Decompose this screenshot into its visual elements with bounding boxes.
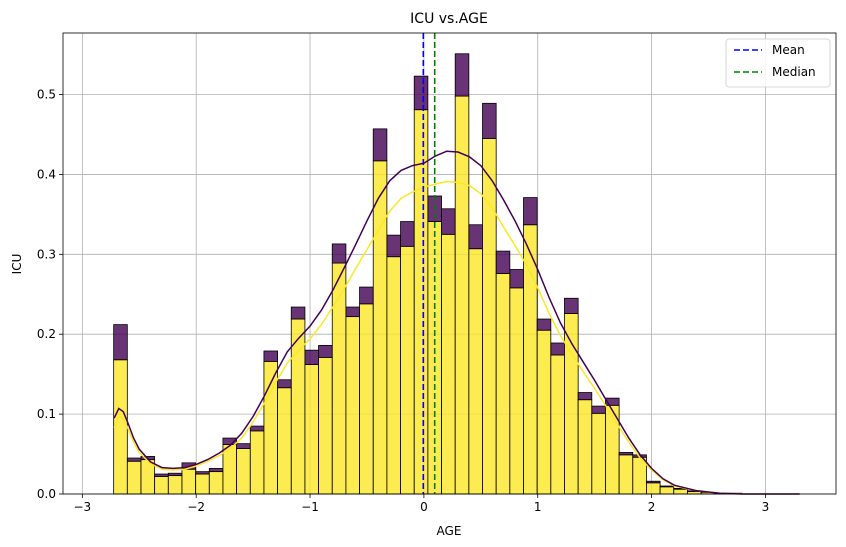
x-tick-label: 2 [648, 500, 656, 514]
y-tick-label: 0.2 [37, 327, 56, 341]
histogram-bar-bottom [386, 256, 401, 495]
histogram-bar-top [113, 324, 128, 361]
y-tick-label: 0.5 [37, 88, 56, 102]
histogram-bar-bottom [673, 488, 688, 495]
histogram-bar-bottom [564, 313, 579, 495]
histogram-bar-bottom [236, 448, 251, 495]
histogram-bar-bottom [113, 359, 128, 495]
x-tick-label: −1 [301, 500, 319, 514]
histogram-bar-top [468, 224, 483, 250]
histogram-bar-top [304, 349, 319, 365]
chart-title: ICU vs.AGE [410, 11, 488, 27]
histogram-bar-top [441, 208, 456, 235]
histogram-bar-top [577, 392, 593, 401]
histogram-bar-top [509, 269, 524, 289]
histogram-bar-bottom [195, 473, 210, 495]
histogram-bar-top [318, 344, 333, 358]
median-legend-label: Median [772, 65, 816, 79]
x-tick-label: 3 [762, 500, 770, 514]
histogram-bar-top [236, 443, 251, 449]
y-tick-label: 0.3 [37, 247, 56, 261]
histogram-bar-top [413, 75, 429, 111]
histogram-bar-bottom [646, 482, 661, 495]
histogram-bar-top [482, 102, 497, 139]
histogram-bar-top [195, 471, 210, 475]
y-tick-label: 0.4 [37, 167, 56, 181]
histogram-bar-bottom [618, 454, 634, 495]
legend: Mean Median [725, 38, 831, 88]
histogram-bar-bottom [468, 248, 483, 495]
histogram-bar-bottom [359, 303, 374, 495]
y-tick-label: 0.0 [37, 487, 56, 501]
histogram-bar-bottom [345, 316, 360, 495]
histogram-bar-top [646, 480, 661, 484]
x-tick-label: 1 [534, 500, 542, 514]
histogram-bars [113, 53, 743, 495]
histogram-bar-bottom [154, 476, 169, 495]
histogram-bar-top [263, 350, 278, 362]
histogram-bar-bottom [509, 287, 524, 495]
histogram-bar-bottom [400, 245, 415, 495]
histogram-bar-bottom [536, 329, 552, 495]
histogram-bar-top [659, 485, 675, 488]
histogram-bar-top [345, 306, 360, 318]
histogram-bar-top [277, 379, 292, 389]
axes: −3 −2 −1 0 1 2 3 0.0 0.1 0.2 0.3 0.4 0.5 [37, 32, 837, 514]
histogram-bar-top [359, 286, 374, 305]
histogram-bar-top [618, 452, 634, 456]
histogram-bar-top [523, 197, 538, 226]
histogram-bar-top [591, 405, 606, 414]
histogram-bar-top [154, 473, 169, 477]
histogram-bar-top [550, 342, 565, 356]
histogram-bar-bottom [550, 354, 565, 495]
x-tick-label: 0 [420, 500, 428, 514]
histogram-bar-bottom [441, 233, 456, 495]
reference-lines [422, 33, 436, 494]
x-tick-label: −2 [187, 500, 205, 514]
legend-box [725, 38, 831, 88]
histogram-bar-bottom [304, 364, 319, 495]
histogram-bar-top [564, 297, 579, 314]
histogram-bar-top [400, 221, 415, 247]
histogram-bar-top [495, 250, 511, 274]
histogram-bar-bottom [495, 273, 511, 495]
kde-curve [113, 150, 800, 495]
histogram-bar-top [249, 425, 265, 432]
histogram-bar-bottom [413, 109, 429, 495]
x-tick-label: −3 [74, 500, 92, 514]
histogram-bar-top [536, 318, 552, 331]
histogram-bar-bottom [126, 460, 142, 495]
histogram-bar-bottom [277, 387, 292, 495]
kde-curves [113, 150, 800, 495]
histogram-bar-top [290, 306, 306, 320]
histogram-bar-top [331, 243, 347, 264]
histogram-bar-bottom [318, 356, 333, 495]
x-axis-label: AGE [437, 524, 462, 538]
histogram-bar-top [454, 53, 470, 97]
y-axis-label: ICU [10, 254, 24, 275]
histogram-bar-bottom [167, 475, 183, 495]
histogram-bar-bottom [659, 486, 675, 495]
mean-legend-label: Mean [772, 43, 805, 57]
histogram-bar-bottom [181, 468, 197, 495]
kde-curve [113, 180, 800, 495]
plot-frame [62, 32, 837, 495]
histogram-bar-bottom [372, 160, 388, 495]
histogram-bar-top [372, 128, 388, 162]
histogram-bar-bottom [591, 412, 606, 495]
y-tick-label: 0.1 [37, 407, 56, 421]
histogram-bar-top [222, 437, 238, 445]
histogram-bar-top [386, 234, 401, 258]
histogram-bar-top [126, 457, 142, 462]
histogram-bar-top [605, 397, 620, 406]
histogram-bar-top [167, 472, 183, 477]
histogram-bar-top [208, 468, 224, 473]
histogram-bar-bottom [208, 471, 224, 495]
histogram-bar-bottom [577, 399, 593, 495]
histogram-bar-bottom [482, 138, 497, 495]
histogram-bar-bottom [249, 430, 265, 495]
